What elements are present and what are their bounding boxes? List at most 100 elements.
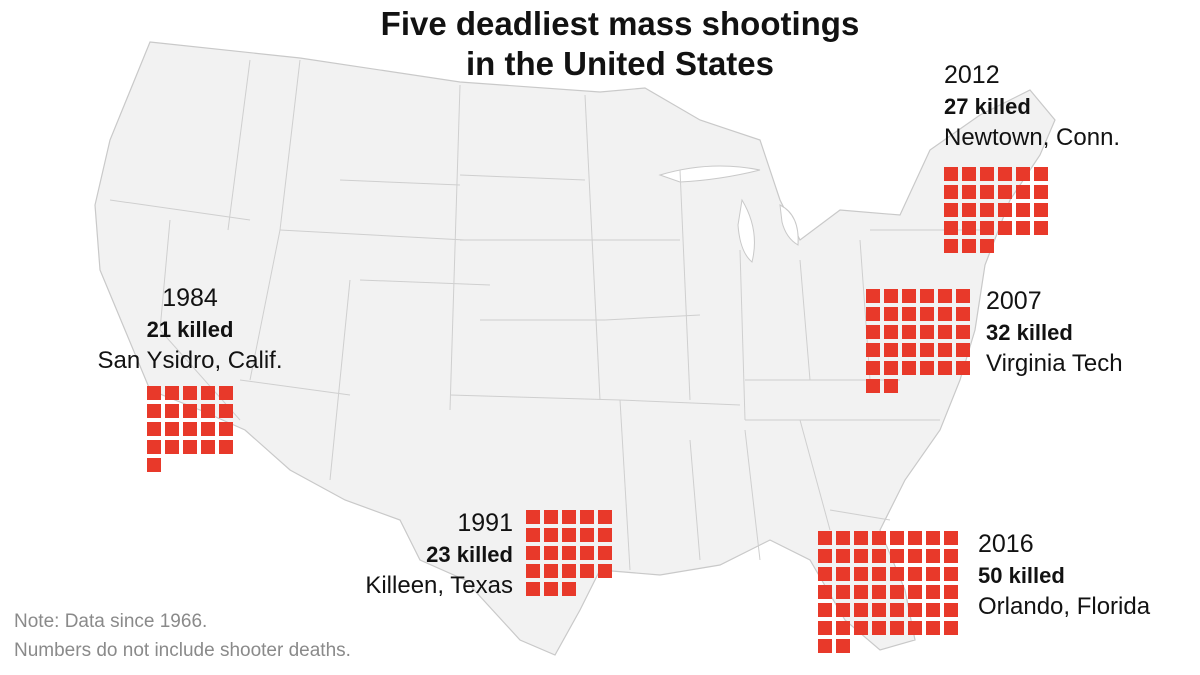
- victim-square: [902, 343, 916, 357]
- victim-square: [818, 567, 832, 581]
- victim-square: [998, 203, 1012, 217]
- title-line-2: in the United States: [465, 45, 775, 82]
- victim-square: [580, 528, 594, 542]
- event-killed: 23 killed: [426, 542, 513, 567]
- victim-square: [201, 422, 215, 436]
- event-year: 1991: [457, 509, 513, 537]
- victim-square: [147, 440, 161, 454]
- victim-square: [920, 361, 934, 375]
- victim-square: [980, 185, 994, 199]
- victim-square: [1016, 203, 1030, 217]
- victim-square: [201, 440, 215, 454]
- victim-square: [526, 546, 540, 560]
- event-year: 2012: [944, 61, 1000, 89]
- victim-square: [183, 422, 197, 436]
- victim-square: [818, 639, 832, 653]
- title-line-1: Five deadliest mass shootings: [380, 5, 860, 42]
- victim-square: [998, 221, 1012, 235]
- victim-square: [598, 564, 612, 578]
- victim-square: [956, 361, 970, 375]
- victim-square: [854, 621, 868, 635]
- note-line-2: Numbers do not include shooter deaths.: [14, 640, 351, 661]
- victim-square: [526, 528, 540, 542]
- lake-huron: [779, 204, 799, 246]
- note-line-1: Note: Data since 1966.: [14, 611, 208, 632]
- map-title: Five deadliest mass shootings in the Uni…: [300, 4, 940, 84]
- victim-square: [854, 567, 868, 581]
- event-place: Virginia Tech: [986, 350, 1123, 377]
- victim-square: [872, 549, 886, 563]
- event-year: 2007: [986, 287, 1042, 315]
- victim-square: [818, 585, 832, 599]
- victim-square: [562, 564, 576, 578]
- victim-square: [890, 531, 904, 545]
- victim-square: [147, 422, 161, 436]
- event-killed: 21 killed: [146, 317, 234, 342]
- victims-grid-killeen: [526, 510, 612, 596]
- victim-square: [219, 386, 233, 400]
- victim-square: [818, 621, 832, 635]
- victim-square: [944, 167, 958, 181]
- victim-square: [908, 567, 922, 581]
- victim-square: [902, 361, 916, 375]
- victim-square: [1016, 167, 1030, 181]
- event-place: Newtown, Conn.: [944, 124, 1121, 151]
- victim-square: [1034, 203, 1048, 217]
- victim-square: [926, 531, 940, 545]
- victim-square: [580, 510, 594, 524]
- victim-square: [544, 564, 558, 578]
- victim-square: [598, 510, 612, 524]
- victims-grid-orlando: [818, 531, 958, 653]
- event-orlando: 2016 50 killed Orlando, Florida: [978, 529, 1150, 622]
- victim-square: [980, 239, 994, 253]
- victim-square: [884, 343, 898, 357]
- victim-square: [926, 621, 940, 635]
- event-killed: 50 killed: [978, 563, 1065, 588]
- victim-square: [147, 404, 161, 418]
- victim-square: [526, 582, 540, 596]
- victim-square: [562, 546, 576, 560]
- victim-square: [944, 603, 958, 617]
- victim-square: [836, 531, 850, 545]
- victim-square: [544, 510, 558, 524]
- victim-square: [818, 603, 832, 617]
- victim-square: [908, 603, 922, 617]
- victim-square: [201, 386, 215, 400]
- victim-square: [836, 567, 850, 581]
- victim-square: [926, 567, 940, 581]
- event-place: Orlando, Florida: [978, 593, 1151, 620]
- victim-square: [526, 510, 540, 524]
- victim-square: [944, 203, 958, 217]
- victim-square: [598, 546, 612, 560]
- lake-michigan: [737, 198, 755, 263]
- victim-square: [884, 361, 898, 375]
- victim-square: [836, 639, 850, 653]
- victim-square: [890, 585, 904, 599]
- victim-square: [998, 167, 1012, 181]
- victim-square: [183, 440, 197, 454]
- victim-square: [836, 585, 850, 599]
- victim-square: [884, 325, 898, 339]
- victim-square: [544, 546, 558, 560]
- victim-square: [872, 585, 886, 599]
- victim-square: [836, 603, 850, 617]
- victim-square: [944, 531, 958, 545]
- event-place: San Ysidro, Calif.: [97, 347, 283, 374]
- victim-square: [962, 239, 976, 253]
- event-year: 1984: [162, 284, 218, 312]
- victim-square: [836, 621, 850, 635]
- victim-square: [938, 325, 952, 339]
- victim-square: [1034, 167, 1048, 181]
- victim-square: [866, 361, 880, 375]
- event-year: 2016: [978, 530, 1034, 558]
- victim-square: [562, 528, 576, 542]
- victims-grid-virginia-tech: [866, 289, 970, 393]
- victim-square: [962, 167, 976, 181]
- victim-square: [962, 185, 976, 199]
- victim-square: [902, 289, 916, 303]
- victim-square: [938, 289, 952, 303]
- victim-square: [908, 549, 922, 563]
- victim-square: [884, 289, 898, 303]
- victim-square: [956, 325, 970, 339]
- victim-square: [866, 289, 880, 303]
